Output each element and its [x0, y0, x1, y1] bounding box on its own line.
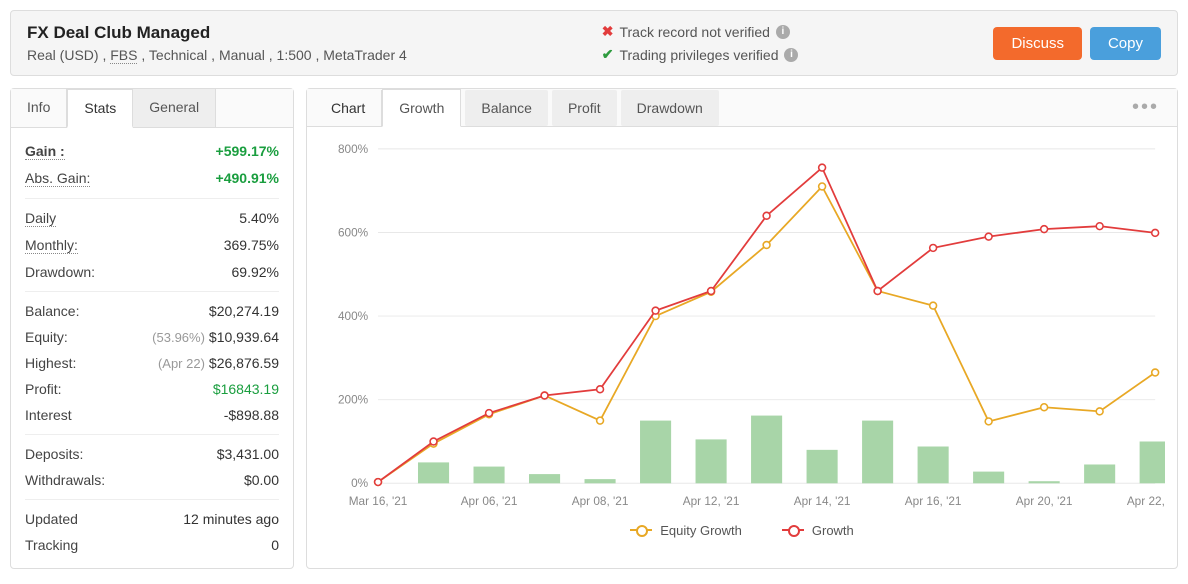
svg-text:Apr 20, '21: Apr 20, '21 — [1016, 494, 1073, 508]
growth-chart: 0% 200% 400% 600% 800% Mar 16, '21 Apr 06, '21… — [319, 139, 1165, 513]
legend-equity: Equity Growth — [630, 523, 742, 538]
stat-label: Tracking — [25, 537, 78, 553]
stat-label: Balance: — [25, 303, 79, 319]
stat-row: Equity: (53.96%)$10,939.64 — [25, 324, 279, 350]
stat-label: Abs. Gain: — [25, 170, 90, 187]
stat-label: Highest: — [25, 355, 76, 371]
stat-value: (53.96%)$10,939.64 — [152, 329, 279, 345]
stat-value: +490.91% — [216, 170, 279, 187]
stat-row: Tracking 0 — [25, 532, 279, 558]
account-header: FX Deal Club Managed Real (USD) , FBS , … — [10, 10, 1178, 76]
copy-button[interactable]: Copy — [1090, 27, 1161, 60]
stat-value: $20,274.19 — [209, 303, 279, 319]
stat-label: Drawdown: — [25, 264, 95, 280]
stat-value: (Apr 22)$26,876.59 — [158, 355, 279, 371]
chart-panel: Chart Growth Balance Profit Drawdown •••… — [306, 88, 1178, 569]
stat-value: +599.17% — [216, 143, 279, 160]
tab-drawdown[interactable]: Drawdown — [621, 90, 719, 126]
stat-row: Drawdown: 69.92% — [25, 259, 279, 285]
stat-row: Gain : +599.17% — [25, 138, 279, 165]
stat-row: Updated 12 minutes ago — [25, 506, 279, 532]
stat-value: $0.00 — [244, 472, 279, 488]
marker-red-icon — [782, 529, 804, 531]
svg-text:Apr 06, '21: Apr 06, '21 — [461, 494, 518, 508]
stats-panel: Info Stats General Gain : +599.17% Abs. Ga… — [10, 88, 294, 569]
stat-value: 369.75% — [224, 237, 279, 254]
svg-text:600%: 600% — [338, 225, 369, 239]
stat-row: Withdrawals: $0.00 — [25, 467, 279, 493]
stat-label: Withdrawals: — [25, 472, 105, 488]
stat-value: -$898.88 — [224, 407, 279, 423]
info-icon[interactable]: i — [784, 48, 798, 62]
track-record-label: Track record not verified — [619, 24, 769, 40]
stat-label: Deposits: — [25, 446, 83, 462]
svg-text:Mar 16, '21: Mar 16, '21 — [349, 494, 408, 508]
header-left: FX Deal Club Managed Real (USD) , FBS , … — [27, 23, 407, 63]
stat-row: Profit: $16843.19 — [25, 376, 279, 402]
stat-value: 69.92% — [232, 264, 279, 280]
stats-tabs: Info Stats General — [11, 89, 293, 128]
stat-label: Profit: — [25, 381, 62, 397]
discuss-button[interactable]: Discuss — [993, 27, 1082, 60]
tab-stats[interactable]: Stats — [67, 89, 133, 128]
chart-tabs: Chart Growth Balance Profit Drawdown ••• — [307, 89, 1177, 127]
tab-balance[interactable]: Balance — [465, 90, 548, 126]
marker-yellow-icon — [630, 529, 652, 531]
account-title: FX Deal Club Managed — [27, 23, 407, 43]
svg-text:Apr 12, '21: Apr 12, '21 — [683, 494, 740, 508]
stat-value: 12 minutes ago — [183, 511, 279, 527]
svg-text:Apr 14, '21: Apr 14, '21 — [794, 494, 851, 508]
tab-profit[interactable]: Profit — [552, 90, 617, 126]
check-icon: ✔ — [602, 46, 614, 63]
legend-growth: Growth — [782, 523, 854, 538]
tab-growth[interactable]: Growth — [382, 89, 461, 127]
account-subtitle: Real (USD) , FBS , Technical , Manual , … — [27, 47, 407, 63]
stat-row: Interest -$898.88 — [25, 402, 279, 428]
stat-label: Monthly: — [25, 237, 78, 254]
svg-text:200%: 200% — [338, 393, 369, 407]
tab-info[interactable]: Info — [11, 89, 67, 127]
stat-row: Deposits: $3,431.00 — [25, 441, 279, 467]
stat-row: Balance: $20,274.19 — [25, 298, 279, 324]
header-actions: Discuss Copy — [993, 27, 1161, 60]
stat-value: $16843.19 — [213, 381, 279, 397]
chart-legend: Equity Growth Growth — [319, 513, 1165, 542]
svg-text:Apr 16, '21: Apr 16, '21 — [905, 494, 962, 508]
stat-value: 5.40% — [239, 210, 279, 227]
stat-label: Updated — [25, 511, 78, 527]
stat-value: 0 — [271, 537, 279, 553]
chart-body: 0% 200% 400% 600% 800% Mar 16, '21 Apr 06, '21… — [307, 127, 1177, 568]
stats-body: Gain : +599.17% Abs. Gain: +490.91% Daily 5.4… — [11, 128, 293, 568]
stat-label: Interest — [25, 407, 72, 423]
x-icon: ✖ — [602, 23, 614, 40]
stat-label: Gain : — [25, 143, 65, 160]
svg-text:0%: 0% — [351, 476, 369, 490]
info-icon[interactable]: i — [776, 25, 790, 39]
stat-label: Daily — [25, 210, 56, 227]
stat-row: Daily 5.40% — [25, 205, 279, 232]
stat-row: Monthly: 369.75% — [25, 232, 279, 259]
svg-text:800%: 800% — [338, 142, 369, 156]
stat-row: Abs. Gain: +490.91% — [25, 165, 279, 192]
trading-privileges-label: Trading privileges verified — [619, 47, 778, 63]
tab-general[interactable]: General — [133, 89, 216, 127]
svg-text:400%: 400% — [338, 309, 369, 323]
stat-label: Equity: — [25, 329, 68, 345]
stat-value: $3,431.00 — [217, 446, 279, 462]
svg-text:Apr 08, '21: Apr 08, '21 — [572, 494, 629, 508]
svg-text:Apr 22, '21: Apr 22, '21 — [1127, 494, 1165, 508]
more-icon[interactable]: ••• — [1122, 96, 1169, 119]
verification-status: ✖ Track record not verified i ✔ Trading … — [602, 23, 799, 63]
tab-chart[interactable]: Chart — [315, 90, 382, 126]
stat-row: Highest: (Apr 22)$26,876.59 — [25, 350, 279, 376]
